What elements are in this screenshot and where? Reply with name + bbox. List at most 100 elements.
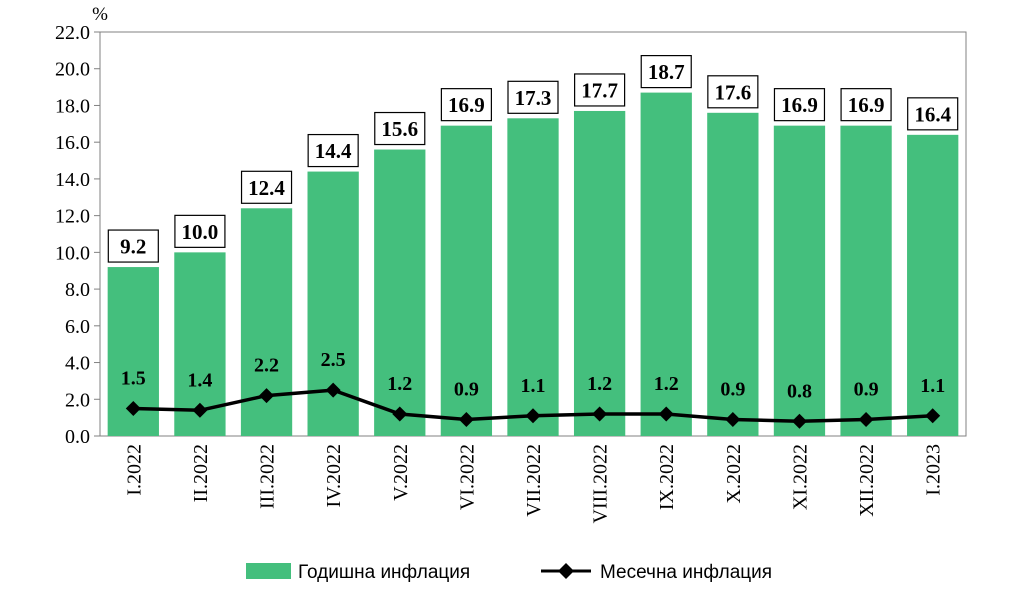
bar-data-label: 10.0 (174, 214, 226, 248)
bar (640, 92, 692, 436)
x-tick-label: IX.2022 (656, 444, 678, 510)
bar-label-box (174, 214, 226, 248)
bar (907, 134, 959, 436)
bar (707, 112, 759, 437)
bar-data-label: 17.3 (507, 80, 559, 114)
bar-label-box (773, 88, 826, 122)
bar-label-text: 15.6 (381, 117, 418, 141)
x-tick-label: III.2022 (257, 444, 279, 509)
y-tick-label: 2.0 (65, 389, 90, 411)
bar-data-label: 15.6 (374, 111, 426, 146)
bar-label-text: 16.9 (848, 93, 885, 117)
line-point-diamond (125, 400, 141, 416)
bar-series (107, 92, 959, 437)
bar-label-box (574, 73, 626, 107)
bar-label-box (907, 97, 959, 131)
y-tick-label: 4.0 (65, 353, 90, 375)
y-tick-label: 14.0 (55, 169, 90, 191)
line-point-diamond (592, 406, 608, 422)
bar-label-box (640, 54, 692, 89)
x-tick-label: VI.2022 (456, 444, 478, 510)
x-axis: I.2022 II.2022 III.2022 IV.2022 V.2022 VI.202… (123, 444, 944, 523)
x-tick-label: VIII.2022 (590, 444, 612, 523)
line-point-diamond (259, 388, 275, 404)
bar-label-box (440, 88, 492, 122)
bar-data-label: 12.4 (240, 170, 293, 204)
x-tick-label: I.2023 (923, 444, 945, 496)
line-point-diamond (325, 382, 341, 398)
x-tick-label: V.2022 (390, 444, 412, 501)
line-data-label: 0.8 (787, 380, 812, 402)
line-data-label: 1.2 (387, 373, 412, 395)
line-data-label: 0.9 (720, 378, 745, 400)
bar-data-label: 16.4 (907, 97, 959, 131)
line-point-diamond (192, 402, 208, 418)
y-tick-label: 6.0 (65, 316, 90, 338)
y-tick-label: 20.0 (55, 59, 90, 81)
x-tick-label: XII.2022 (856, 444, 878, 517)
bar-label-box (240, 170, 293, 204)
legend-swatch-annual (246, 563, 291, 579)
legend: Годишна инфлация Месечна инфлация (246, 562, 772, 583)
y-tick-label: 10.0 (55, 242, 90, 264)
line-point-diamond (392, 406, 408, 422)
bar-label-text: 9.2 (120, 235, 146, 259)
bar-data-label: 16.9 (440, 88, 492, 122)
line-point-diamond (725, 411, 741, 427)
legend-label-annual: Годишна инфлация (298, 562, 470, 583)
line-data-label: 0.9 (454, 378, 479, 400)
x-tick-label: XI.2022 (789, 444, 811, 510)
bar-label-text: 18.7 (648, 60, 685, 84)
bar-data-label: 18.7 (640, 54, 692, 89)
bar-label-box (107, 229, 159, 263)
x-tick-label: VII.2022 (523, 444, 545, 517)
bar (507, 118, 559, 437)
line-labels: 1.5 1.4 2.2 2.5 1.2 0.9 1.1 1.2 1.2 0.9 0.8 0.9 1.1 (121, 349, 945, 402)
y-tick-label: 8.0 (65, 279, 90, 301)
bar (374, 149, 426, 436)
y-tick-label: 12.0 (55, 206, 90, 228)
bar-data-label: 9.2 (107, 229, 159, 263)
bar (440, 125, 493, 437)
x-tick-label: X.2022 (723, 444, 745, 503)
line-point-diamond (858, 411, 874, 427)
line-data-label: 1.1 (920, 375, 945, 397)
bar (573, 110, 626, 437)
bar-data-label: 16.9 (840, 88, 892, 122)
bar-label-text: 12.4 (248, 176, 285, 200)
line-data-label: 1.2 (654, 373, 679, 395)
bar-labels: 9.2 10.0 12.4 14.4 15.6 16.9 17.3 17.7 18.7 17.6 1… (107, 54, 959, 263)
line-data-label: 0.9 (854, 378, 879, 400)
bar-data-label: 16.9 (773, 88, 826, 122)
line-point-diamond (525, 408, 541, 424)
line-point-diamond (458, 411, 474, 427)
bar (840, 125, 892, 437)
y-tick-label: 16.0 (55, 132, 90, 154)
bar-label-box (507, 80, 559, 114)
bar-label-text: 10.0 (182, 220, 219, 244)
bar-label-text: 17.7 (581, 78, 618, 102)
bar-label-box (307, 133, 359, 168)
line-data-label: 2.2 (254, 355, 279, 377)
bar-label-text: 16.9 (781, 93, 818, 117)
line-data-label: 1.5 (121, 367, 146, 389)
x-tick-label: IV.2022 (323, 444, 345, 508)
line-data-label: 1.2 (587, 373, 612, 395)
line-data-label: 2.5 (321, 349, 346, 371)
bar-label-box (840, 88, 892, 122)
bar-label-text: 14.4 (315, 139, 352, 163)
x-tick-label: I.2022 (123, 444, 145, 496)
y-tick-label: 0.0 (65, 426, 90, 448)
bar-label-text: 17.3 (515, 86, 552, 110)
line-point-diamond (658, 406, 674, 422)
line-point-diamond (925, 408, 941, 424)
y-axis-unit: % (92, 4, 108, 25)
line-data-label: 1.1 (521, 375, 546, 397)
y-axis: 0.0 2.0 4.0 6.0 8.0 10.0 12.0 14.0 16.0 18.0 20.0 2… (55, 22, 100, 448)
bar-data-label: 17.7 (574, 73, 626, 107)
bar-label-text: 16.9 (448, 93, 485, 117)
legend-label-monthly: Месечна инфлация (600, 562, 772, 583)
legend-marker-diamond (558, 563, 574, 579)
line-point-diamond (791, 413, 807, 429)
